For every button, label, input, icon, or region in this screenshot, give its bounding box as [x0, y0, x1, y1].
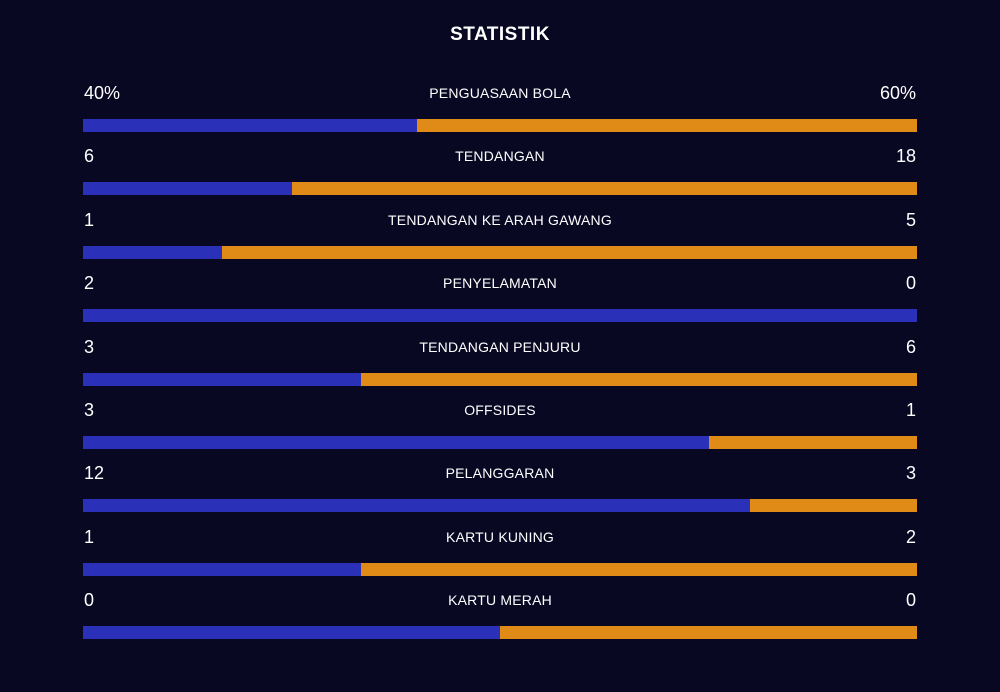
- away-value: 6: [905, 336, 916, 357]
- away-value: 5: [905, 209, 916, 230]
- away-bar-segment: [750, 499, 917, 513]
- stat-label: TENDANGAN: [455, 148, 545, 165]
- stat-header: 2 PENYELAMATAN 0: [83, 270, 917, 308]
- comparison-bar: [83, 435, 917, 449]
- away-bar-segment: [360, 562, 917, 576]
- home-bar-segment: [83, 309, 917, 323]
- home-value: 3: [84, 399, 95, 420]
- comparison-bar: [83, 372, 917, 386]
- away-value: 60%: [879, 83, 916, 103]
- away-value: 2: [905, 526, 916, 547]
- comparison-bar: [83, 562, 917, 576]
- stat-label: OFFSIDES: [464, 401, 536, 418]
- away-bar-segment: [221, 245, 917, 259]
- away-bar-segment: [416, 119, 917, 132]
- stat-row-tendangan: 6 TENDANGAN 18: [83, 143, 917, 206]
- home-bar-segment: [83, 245, 222, 259]
- stat-header: 40% PENGUASAAN BOLA 60%: [83, 80, 917, 118]
- home-bar-segment: [83, 372, 361, 386]
- comparison-bar: [83, 499, 917, 513]
- home-bar-segment: [83, 626, 500, 640]
- home-bar-segment: [83, 499, 751, 513]
- away-value: 0: [905, 590, 916, 611]
- home-bar-segment: [83, 562, 361, 576]
- stat-header: 6 TENDANGAN 18: [83, 143, 917, 181]
- away-bar-segment: [500, 626, 917, 640]
- away-value: 3: [905, 463, 916, 484]
- stat-row-kartu-kuning: 1 KARTU KUNING 2: [83, 524, 917, 587]
- stat-header: 1 KARTU KUNING 2: [83, 524, 917, 562]
- stats-list: 40% PENGUASAAN BOLA 60% 6 TENDANGAN 18 1 TENDAN…: [83, 80, 917, 651]
- stat-label: PELANGGARAN: [445, 465, 555, 482]
- comparison-bar: [83, 182, 917, 196]
- home-bar-segment: [83, 182, 292, 196]
- home-value: 1: [84, 526, 95, 547]
- stat-row-tendangan-penjuru: 3 TENDANGAN PENJURU 6: [83, 334, 917, 397]
- home-bar-segment: [83, 119, 417, 132]
- stat-label: PENGUASAAN BOLA: [429, 85, 571, 101]
- panel-title: STATISTIK: [450, 24, 550, 45]
- home-value: 0: [84, 590, 95, 611]
- stat-row-penyelamatan: 2 PENYELAMATAN 0: [83, 270, 917, 333]
- stat-label: PENYELAMATAN: [443, 275, 557, 292]
- home-value: 2: [84, 273, 95, 294]
- stat-header: 3 TENDANGAN PENJURU 6: [83, 334, 917, 372]
- stat-header: 12 PELANGGARAN 3: [83, 460, 917, 498]
- home-bar-segment: [83, 435, 709, 449]
- away-value: 0: [905, 273, 916, 294]
- away-bar-segment: [291, 182, 917, 196]
- away-bar-segment: [360, 372, 917, 386]
- stat-label: KARTU MERAH: [448, 592, 552, 609]
- home-value: 40%: [84, 83, 121, 103]
- stat-row-pelanggaran: 12 PELANGGARAN 3: [83, 460, 917, 523]
- away-bar-segment: [708, 435, 917, 449]
- stat-row-offsides: 3 OFFSIDES 1: [83, 397, 917, 460]
- stat-header: 0 KARTU MERAH 0: [83, 587, 917, 625]
- home-value: 1: [84, 209, 95, 230]
- stat-row-kartu-merah: 0 KARTU MERAH 0: [83, 587, 917, 650]
- away-value: 18: [895, 146, 916, 167]
- stat-label: TENDANGAN KE ARAH GAWANG: [388, 211, 612, 228]
- comparison-bar: [83, 309, 917, 323]
- stat-header: 1 TENDANGAN KE ARAH GAWANG 5: [83, 207, 917, 245]
- home-value: 3: [84, 336, 95, 357]
- comparison-bar: [83, 119, 917, 132]
- stat-label: KARTU KUNING: [446, 528, 554, 545]
- stat-label: TENDANGAN PENJURU: [419, 338, 581, 355]
- comparison-bar: [83, 626, 917, 640]
- away-value: 1: [905, 399, 916, 420]
- stat-row-tendangan-ke-arah-gawang: 1 TENDANGAN KE ARAH GAWANG 5: [83, 207, 917, 270]
- home-value: 6: [84, 146, 95, 167]
- home-value: 12: [84, 463, 105, 484]
- comparison-bar: [83, 245, 917, 259]
- stat-header: 3 OFFSIDES 1: [83, 397, 917, 435]
- stat-row-penguasaan-bola: 40% PENGUASAAN BOLA 60%: [83, 80, 917, 143]
